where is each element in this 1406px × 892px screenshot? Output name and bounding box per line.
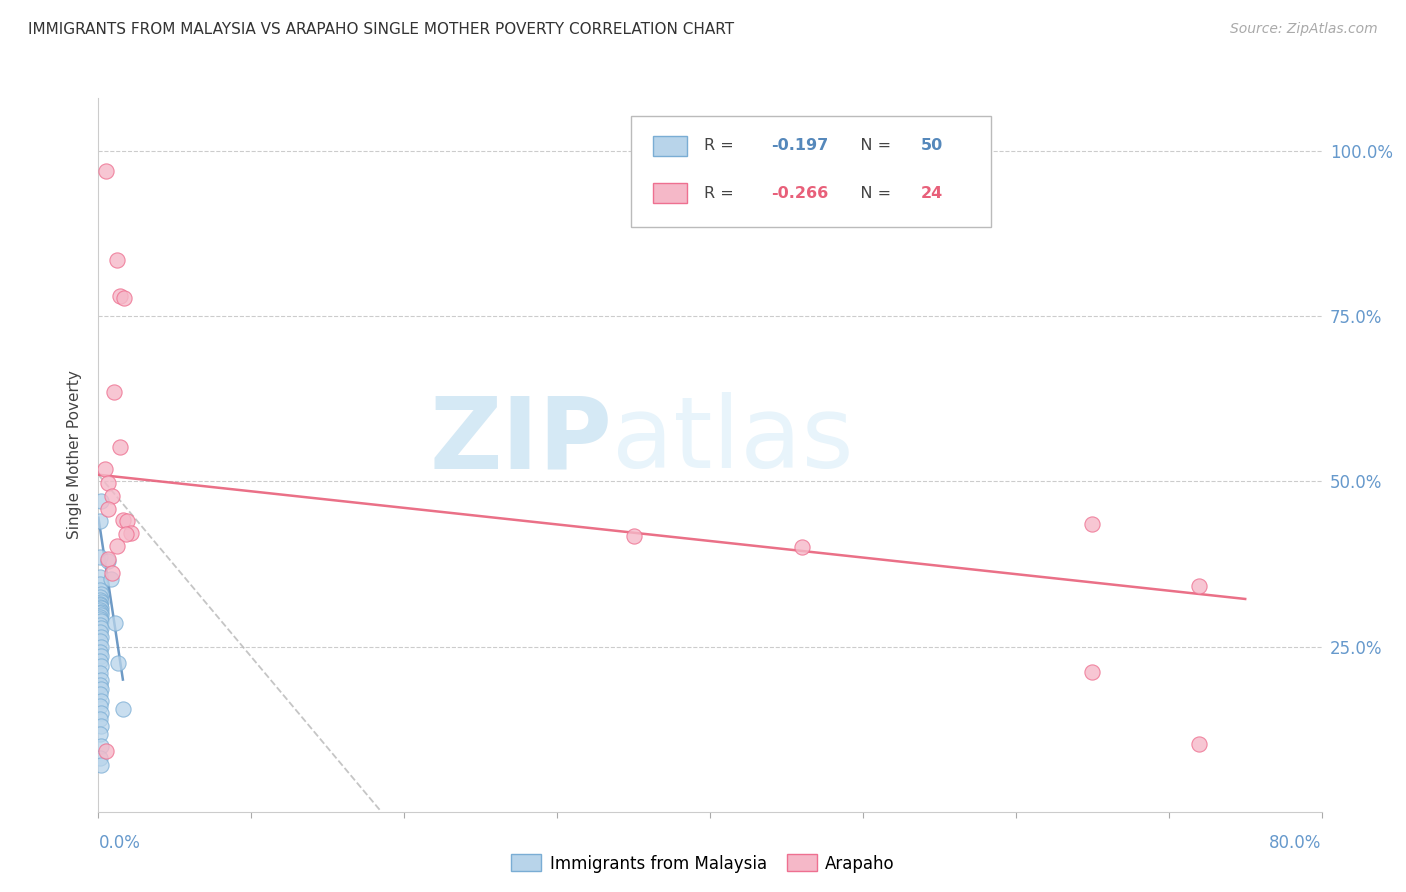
Point	[89, 603, 111, 617]
Point	[1188, 737, 1211, 751]
Text: 24: 24	[921, 186, 942, 201]
FancyBboxPatch shape	[630, 116, 991, 227]
Point	[89, 687, 111, 701]
Point	[623, 528, 645, 542]
Point	[89, 514, 111, 528]
Point	[100, 572, 122, 586]
Point	[104, 616, 127, 631]
Point	[89, 597, 111, 611]
Y-axis label: Single Mother Poverty: Single Mother Poverty	[67, 370, 83, 540]
Point	[90, 719, 112, 733]
Point	[105, 252, 128, 267]
Point	[94, 163, 117, 178]
Point	[90, 758, 112, 772]
Point	[89, 598, 111, 612]
Point	[108, 440, 131, 454]
Point	[1188, 579, 1211, 593]
Point	[90, 605, 112, 619]
Point	[117, 514, 139, 528]
Point	[97, 554, 120, 568]
Point	[90, 649, 112, 664]
Point	[90, 494, 112, 508]
Legend: Immigrants from Malaysia, Arapaho: Immigrants from Malaysia, Arapaho	[505, 847, 901, 880]
Text: N =: N =	[845, 138, 896, 153]
Text: Source: ZipAtlas.com: Source: ZipAtlas.com	[1230, 22, 1378, 37]
Point	[90, 706, 112, 720]
Text: -0.197: -0.197	[772, 138, 828, 153]
Text: -0.266: -0.266	[772, 186, 828, 201]
FancyBboxPatch shape	[652, 136, 686, 156]
Text: 0.0%: 0.0%	[98, 834, 141, 852]
Point	[97, 475, 120, 490]
Point	[112, 291, 135, 305]
Point	[1081, 517, 1104, 532]
Point	[90, 601, 112, 615]
Point	[108, 289, 131, 303]
Text: N =: N =	[845, 186, 896, 201]
Point	[89, 678, 111, 692]
Point	[90, 659, 112, 673]
Point	[89, 654, 111, 668]
Point	[94, 744, 117, 758]
Point	[790, 541, 813, 555]
Point	[105, 539, 128, 553]
Point	[89, 727, 111, 741]
Point	[90, 607, 112, 622]
Point	[89, 609, 111, 624]
Point	[89, 617, 111, 632]
Point	[90, 673, 112, 687]
Text: 80.0%: 80.0%	[1270, 834, 1322, 852]
Point	[101, 566, 124, 580]
Point	[89, 612, 111, 626]
Point	[90, 621, 112, 635]
Point	[101, 489, 124, 503]
Point	[111, 702, 134, 716]
Text: IMMIGRANTS FROM MALAYSIA VS ARAPAHO SINGLE MOTHER POVERTY CORRELATION CHART: IMMIGRANTS FROM MALAYSIA VS ARAPAHO SING…	[28, 22, 734, 37]
Point	[90, 640, 112, 654]
Point	[103, 385, 125, 400]
Point	[107, 656, 129, 670]
Point	[90, 587, 112, 601]
Point	[89, 698, 111, 713]
Point	[90, 739, 112, 753]
Text: 50: 50	[921, 138, 942, 153]
Point	[111, 513, 134, 527]
Point	[90, 594, 112, 608]
Point	[90, 694, 112, 708]
Point	[90, 615, 112, 629]
Point	[89, 712, 111, 726]
Point	[97, 552, 120, 566]
Point	[90, 682, 112, 697]
Point	[89, 583, 111, 598]
Point	[89, 665, 111, 680]
Point	[89, 645, 111, 659]
Point	[89, 576, 111, 591]
Point	[90, 630, 112, 644]
Point	[1081, 665, 1104, 679]
Point	[89, 590, 111, 604]
Point	[89, 599, 111, 614]
Point	[89, 625, 111, 640]
Point	[93, 462, 115, 476]
FancyBboxPatch shape	[652, 183, 686, 203]
Point	[89, 593, 111, 607]
Point	[89, 607, 111, 621]
Point	[89, 750, 111, 764]
Point	[97, 502, 120, 516]
Text: atlas: atlas	[612, 392, 853, 489]
Text: ZIP: ZIP	[429, 392, 612, 489]
Point	[89, 570, 111, 584]
Point	[120, 525, 142, 540]
Point	[89, 634, 111, 648]
Point	[115, 527, 138, 541]
Point	[89, 550, 111, 565]
Text: R =: R =	[704, 138, 744, 153]
Text: R =: R =	[704, 186, 744, 201]
